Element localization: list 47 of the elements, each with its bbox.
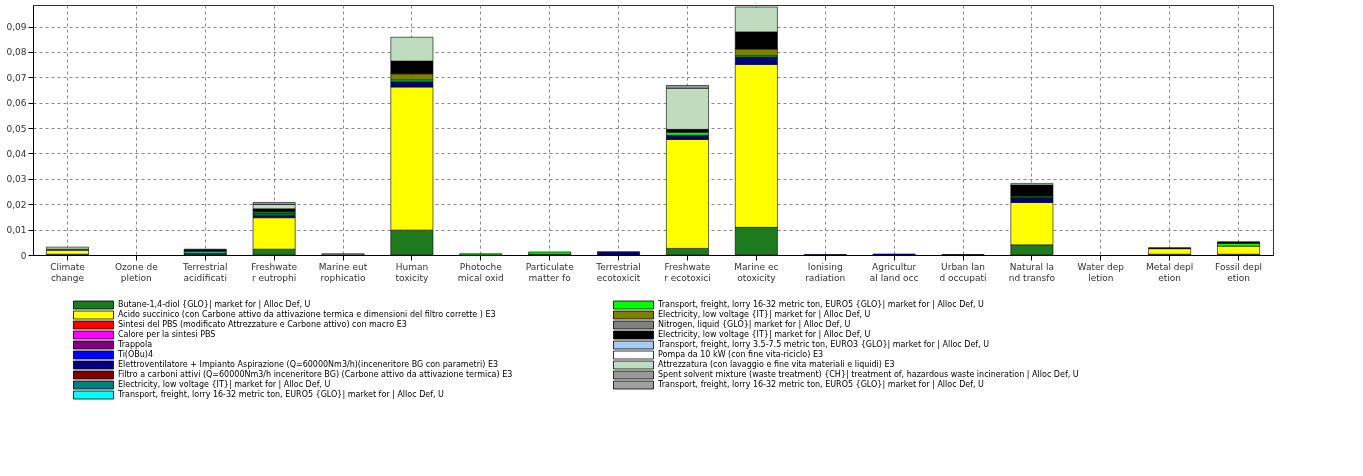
legend-label: Attrezzatura (con lavaggio e fine vita materiali e liquidi) E3 <box>658 360 895 369</box>
legend-label: Trappola <box>117 340 153 349</box>
legend-label: Transport, freight, lorry 3.5-7.5 metric ton, EURO3 {GLO}| market for | Alloc Def, U <box>657 340 990 349</box>
y-tick-label: 0,04 <box>6 148 27 159</box>
y-tick-label: 0,07 <box>6 72 27 83</box>
legend-label: Elettroventilatore + Impianto Aspirazione (Q=60000Nm3/h)(inceneritore BG con parametri) E3 <box>118 360 499 369</box>
x-tick-label: Climate change <box>50 261 86 283</box>
x-tick-label: Freshwate r eutrophi <box>251 261 298 283</box>
y-tick-label: 0,09 <box>6 22 27 33</box>
y-tick-label: 0,01 <box>6 225 27 236</box>
y-tick-label: 0,05 <box>6 123 27 134</box>
legend-label: Electricity, low voltage {IT}| market for | Alloc Def, U <box>118 380 331 389</box>
x-tick-label: Ozone de pletion <box>115 261 159 283</box>
legend-label: Sintesi del PBS (modificato Attrezzature e Carbone attivo) con macro E3 <box>118 320 407 329</box>
legend-label: Transport, freight, lorry 16-32 metric ton, EURO5 {GLO}| market for | Alloc Def, U <box>117 390 445 399</box>
legend-label: Pompa da 10 kW (con fine vita-riciclo) E3 <box>658 350 824 359</box>
x-tick-label: Fossil depl etion <box>1215 261 1263 283</box>
x-tick-label: Marine eut rophicatio <box>318 261 368 283</box>
legend-label: Transport, freight, lorry 16-32 metric ton, EURO5 {GLO}| market for | Alloc Def, U <box>657 380 985 389</box>
x-tick-label: Natural la nd transfo <box>1008 261 1056 283</box>
x-tick-label: Photoche mical oxid <box>457 261 504 283</box>
y-tick-label: 0,02 <box>6 199 27 210</box>
x-tick-label: Agricultur al land occ <box>869 261 919 283</box>
legend-label: Transport, freight, lorry 16-32 metric ton, EURO5 {GLO}| market for | Alloc Def, U <box>657 300 985 309</box>
legend-label: Nitrogen, liquid {GLO}| market for | Alloc Def, U <box>658 320 851 329</box>
legend-label: Spent solvent mixture (waste treatment) {CH}| treatment of, hazardous waste incineration | Alloc Def, U <box>658 370 1079 379</box>
x-tick-label: Urban lan d occupati <box>939 261 987 283</box>
x-tick-label: Metal depl etion <box>1146 261 1194 283</box>
x-tick-label: Terrestrial ecotoxicit <box>595 261 641 283</box>
legend-label: Ti(OBu)4 <box>117 350 154 359</box>
x-tick-label: Ionising radiation <box>805 261 846 283</box>
x-tick-label: Terrestrial acidificati <box>181 261 228 283</box>
y-tick-label: 0,06 <box>6 98 27 109</box>
legend-label: Butane-1,4-diol {GLO}| market for | Alloc Def, U <box>118 300 311 309</box>
x-tick-label: Human toxicity <box>395 261 430 283</box>
legend-label: Electricity, low voltage {IT}| market for | Alloc Def, U <box>658 330 871 339</box>
y-tick-label: 0,08 <box>6 47 27 58</box>
legend-label: Electricity, low voltage {IT}| market for | Alloc Def, U <box>658 310 871 319</box>
y-tick-label: 0 <box>20 250 27 261</box>
legend-label: Calore per la sintesi PBS <box>118 330 216 339</box>
x-tick-label: Particulate matter fo <box>525 261 575 283</box>
legend-label: Acido succinico (con Carbone attivo da attivazione termica e dimensioni del filtro corrette ) E3 <box>118 310 496 319</box>
legend-label: Filtro a carboni attivi (Q=60000Nm3/h inceneritore BG) (Carbone attivo da attivazione termica) E3 <box>118 370 513 379</box>
x-tick-label: Marine ec otoxicity <box>734 261 779 283</box>
x-tick-label: Water dep letion <box>1077 261 1125 283</box>
x-tick-label: Freshwate r ecotoxici <box>664 261 711 283</box>
y-tick-label: 0,03 <box>6 174 27 185</box>
